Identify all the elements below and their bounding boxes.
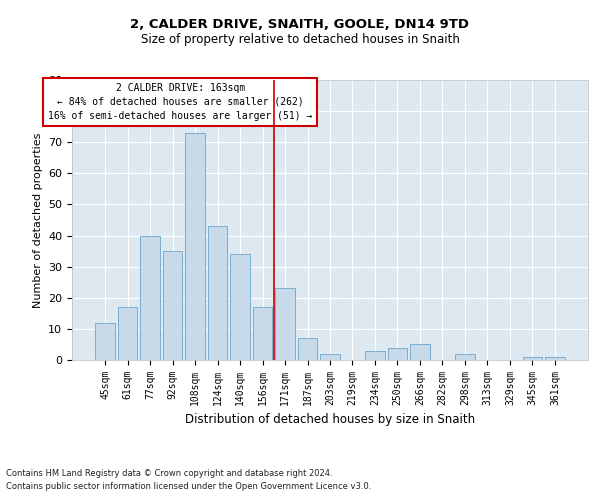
Text: 2 CALDER DRIVE: 163sqm
← 84% of detached houses are smaller (262)
16% of semi-de: 2 CALDER DRIVE: 163sqm ← 84% of detached… [48, 83, 313, 121]
Bar [523, 357, 542, 360]
Text: 2, CALDER DRIVE, SNAITH, GOOLE, DN14 9TD: 2, CALDER DRIVE, SNAITH, GOOLE, DN14 9TD [131, 18, 470, 30]
Bar [185, 133, 205, 360]
Bar [275, 288, 295, 360]
Text: Contains public sector information licensed under the Open Government Licence v3: Contains public sector information licen… [6, 482, 371, 491]
Bar [118, 307, 137, 360]
Y-axis label: Number of detached properties: Number of detached properties [32, 132, 43, 308]
X-axis label: Distribution of detached houses by size in Snaith: Distribution of detached houses by size … [185, 414, 475, 426]
Bar [208, 226, 227, 360]
Bar [365, 350, 385, 360]
Bar [410, 344, 430, 360]
Bar [163, 251, 182, 360]
Bar [230, 254, 250, 360]
Bar [320, 354, 340, 360]
Bar [545, 357, 565, 360]
Text: Size of property relative to detached houses in Snaith: Size of property relative to detached ho… [140, 32, 460, 46]
Text: Contains HM Land Registry data © Crown copyright and database right 2024.: Contains HM Land Registry data © Crown c… [6, 469, 332, 478]
Bar [253, 307, 272, 360]
Bar [388, 348, 407, 360]
Bar [140, 236, 160, 360]
Bar [95, 322, 115, 360]
Bar [455, 354, 475, 360]
Bar [298, 338, 317, 360]
